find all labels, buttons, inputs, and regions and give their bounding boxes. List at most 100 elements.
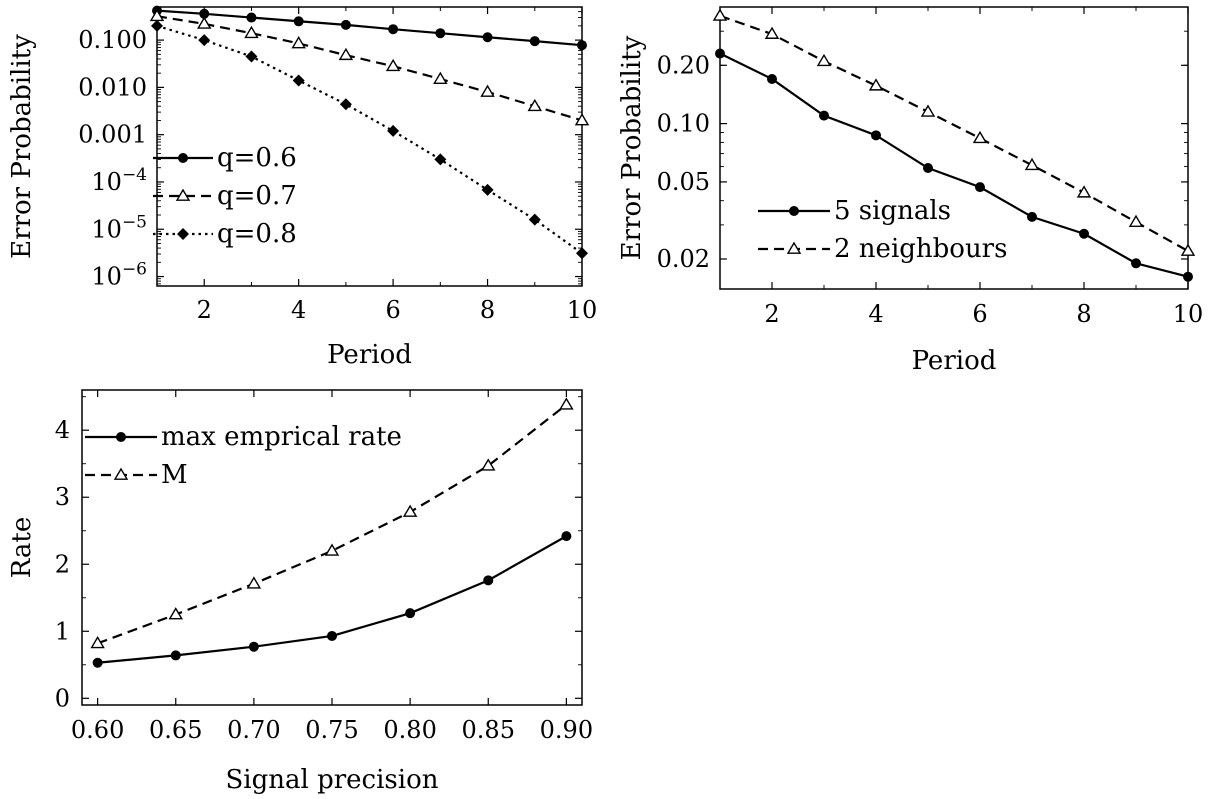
data-point	[198, 34, 211, 47]
y-tick-label: 1	[55, 617, 70, 645]
x-tick-label: 0.90	[540, 716, 593, 744]
data-point	[871, 130, 881, 141]
series-line-2	[719, 14, 1189, 252]
x-tick-label: 8	[480, 296, 495, 324]
data-point	[819, 110, 829, 121]
data-point	[92, 657, 103, 668]
data-point	[324, 543, 340, 556]
y-tick-label: 0.001	[78, 121, 147, 149]
data-point	[577, 40, 587, 51]
data-point	[527, 98, 543, 112]
x-tick-label: 8	[1076, 300, 1091, 328]
y-tick-label: 4	[55, 416, 70, 444]
data-point	[388, 24, 399, 35]
y-tick-label: 0.010	[78, 73, 147, 101]
series-line-1	[719, 52, 1189, 278]
y-axis-label: Error Probability	[617, 35, 647, 260]
data-point	[923, 162, 933, 173]
data-point	[199, 8, 210, 19]
legend-marker	[116, 432, 126, 442]
plot-frame	[156, 6, 583, 287]
data-point	[248, 641, 259, 652]
data-point	[244, 25, 259, 39]
legend-marker	[789, 206, 799, 216]
x-tick-label: 0.80	[383, 716, 436, 744]
data-point	[483, 575, 494, 586]
data-point	[712, 8, 728, 21]
data-point	[434, 153, 447, 166]
legend: max emprical rate M	[85, 422, 402, 490]
y-tick-label: 0.05	[657, 168, 710, 196]
data-point	[196, 16, 212, 29]
data-point	[1076, 185, 1092, 198]
y-tick-label: 0.02	[657, 245, 710, 273]
plot-frame	[719, 6, 1189, 290]
legend-label: max emprical rate	[161, 422, 402, 452]
x-axis-label: Period	[327, 340, 412, 370]
legend-marker	[113, 467, 129, 480]
y-tick-label: 0.100	[78, 26, 147, 54]
data-point	[292, 74, 305, 87]
data-point	[559, 397, 574, 410]
data-point	[340, 19, 351, 30]
series-group	[149, 5, 590, 260]
data-point	[151, 19, 163, 32]
x-tick-label: 0.65	[149, 716, 202, 744]
data-point	[327, 630, 337, 641]
x-tick-label: 0.85	[462, 716, 515, 744]
data-point	[1180, 243, 1196, 256]
data-point	[245, 50, 258, 63]
legend-marker	[178, 153, 188, 163]
series-line-1	[156, 9, 583, 47]
chart-error-probability-by-q: 2 4 6 8 10 0.100 0.010 0.001 10−4 10−5 10−6 Period E…	[7, 5, 598, 370]
legend-label: 2 neighbours	[834, 234, 1007, 264]
data-point	[529, 36, 540, 47]
data-point	[482, 32, 493, 43]
data-point	[291, 36, 306, 49]
data-point	[481, 183, 494, 196]
y-tick-label: 0.10	[657, 110, 710, 138]
data-point	[1024, 157, 1040, 171]
data-point	[433, 71, 448, 84]
data-point	[435, 28, 446, 39]
x-tick-label: 10	[1173, 300, 1204, 328]
legend: 5 signals 2 neighbours	[758, 196, 1007, 264]
data-point	[920, 104, 936, 117]
y-tick-label: 2	[55, 550, 70, 578]
data-point	[767, 73, 777, 84]
series-line-3	[156, 24, 583, 255]
x-axis-label: Signal precision	[226, 765, 439, 795]
chart-error-probability-signals-vs-neighbours: 2 4 6 8 10 0.20 0.10 0.05 0.02 Period Error Probab…	[617, 6, 1204, 376]
data-point	[339, 98, 352, 111]
legend-label: q=0.7	[217, 181, 297, 211]
data-point	[338, 47, 354, 61]
legend-label: q=0.6	[217, 143, 297, 173]
y-tick-label: 10−5	[91, 212, 147, 243]
data-point	[1183, 271, 1193, 282]
data-point	[576, 247, 588, 260]
x-tick-label: 0.75	[305, 716, 358, 744]
data-point	[715, 48, 725, 59]
x-tick-label: 0.60	[71, 716, 124, 744]
data-point	[1128, 214, 1144, 228]
x-tick-label: 4	[291, 296, 306, 324]
x-tick-label: 2	[764, 300, 779, 328]
legend-label: q=0.8	[217, 219, 297, 249]
legend: q=0.6 q=0.7 q=0.8	[153, 143, 297, 249]
data-point	[246, 12, 257, 23]
legend-label: M	[161, 460, 188, 490]
chart-rate-vs-signal-precision: 0.60 0.65 0.70 0.75 0.80 0.85 0.90 0 1 2 3 4 Signal …	[7, 389, 593, 795]
y-tick-label: 10−4	[91, 165, 147, 196]
data-point	[1027, 211, 1037, 222]
legend-marker	[177, 228, 189, 240]
data-point	[168, 607, 183, 620]
series-line-2	[156, 15, 583, 122]
y-axis-label: Error Probability	[7, 34, 37, 259]
data-point	[561, 531, 572, 542]
y-tick-label: 0.20	[657, 51, 710, 79]
y-tick-label: 10−6	[91, 260, 147, 291]
x-tick-label: 10	[567, 296, 598, 324]
data-point	[293, 16, 304, 27]
data-point	[246, 576, 262, 589]
